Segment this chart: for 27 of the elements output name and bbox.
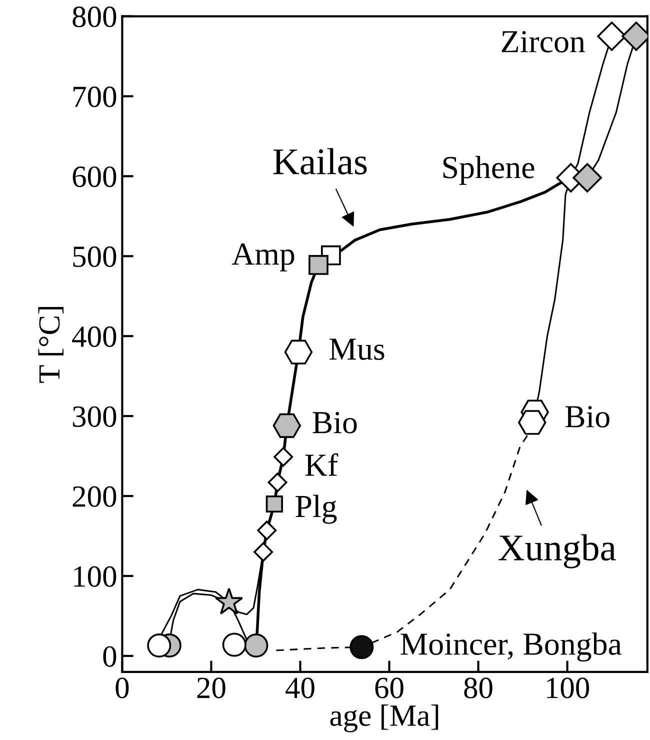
- annotation: Amp: [232, 243, 294, 272]
- annotation: Zircon: [502, 31, 585, 52]
- y-tick-label: 700: [74, 86, 116, 108]
- annotation: Bio: [312, 412, 357, 434]
- x-axis-title: age [Ma]: [330, 704, 438, 732]
- y-tick-label: 300: [72, 406, 116, 427]
- x-tick-label: 40: [286, 678, 314, 698]
- y-tick-label: 500: [73, 246, 116, 268]
- y-tick-label: 800: [72, 6, 116, 28]
- annotation: Mus: [329, 338, 384, 360]
- y-tick-label: 400: [72, 326, 116, 348]
- annotation: Plg: [296, 494, 337, 524]
- y-tick-label: 0: [103, 646, 116, 667]
- annotation: Bio: [565, 406, 610, 428]
- annotation: Xungba: [498, 534, 616, 568]
- x-tick-label: 100: [547, 678, 590, 698]
- y-tick-label: 600: [72, 166, 116, 188]
- annotation: Kf: [305, 453, 338, 476]
- annotation: Sphene: [443, 156, 534, 185]
- y-tick-label: 200: [72, 486, 116, 507]
- x-tick-label: 60: [375, 678, 404, 698]
- annotation: Moincer, Bongba: [400, 632, 622, 662]
- y-tick-label: 100: [74, 566, 116, 587]
- annotation: Kailas: [273, 148, 367, 174]
- x-tick-label: 20: [197, 678, 226, 698]
- y-axis-title: T [°C]: [38, 307, 64, 383]
- x-tick-label: 80: [464, 678, 492, 698]
